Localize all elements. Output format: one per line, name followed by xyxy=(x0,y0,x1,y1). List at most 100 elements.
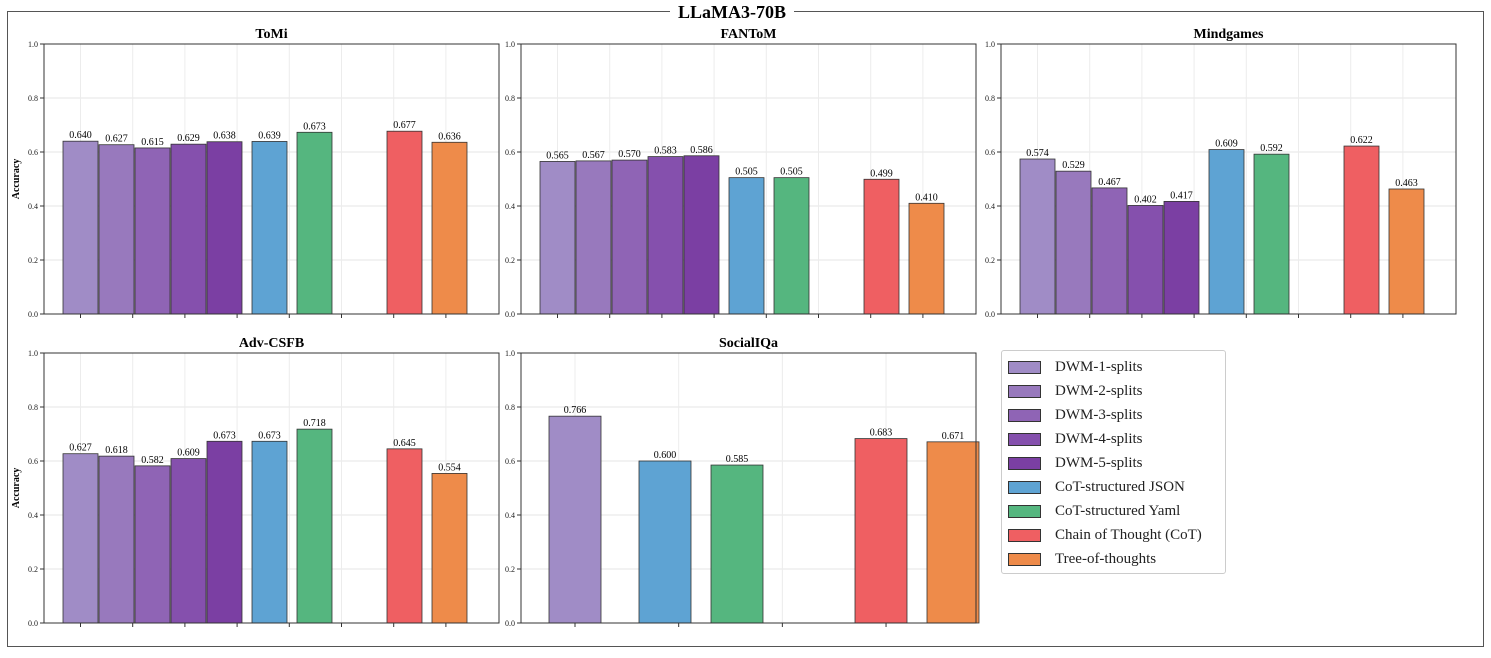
bar-dwm-5-splits xyxy=(683,155,720,315)
data-label: 0.585 xyxy=(726,454,749,465)
y-tick-label: 0.4 xyxy=(985,202,995,211)
legend-item: Chain of Thought (CoT) xyxy=(1008,525,1202,545)
y-tick-label: 0.8 xyxy=(505,403,515,412)
data-label: 0.586 xyxy=(690,145,713,156)
bar-chain-of-thought-cot- xyxy=(1343,145,1380,315)
data-label: 0.417 xyxy=(1170,190,1193,201)
bar-cot-structured-yaml xyxy=(773,177,810,315)
legend-swatch xyxy=(1008,384,1041,398)
y-tick-label: 0.4 xyxy=(28,202,38,211)
bar-dwm-5-splits xyxy=(1163,201,1200,315)
y-tick-label: 0.6 xyxy=(505,148,515,157)
data-label: 0.645 xyxy=(393,438,416,449)
bar-tree-of-thoughts xyxy=(431,473,468,624)
bar-dwm-3-splits xyxy=(1091,187,1128,315)
subplot-adv-csfb: 0.0 0.2 0.4 0.6 0.8 1.0 0.627 0.618 0.582 0.609 0.… xyxy=(11,336,500,628)
data-label: 0.677 xyxy=(393,120,416,131)
legend-label: Chain of Thought (CoT) xyxy=(1055,526,1202,543)
y-tick-label: 0.0 xyxy=(505,619,515,628)
bar-dwm-2-splits xyxy=(1055,170,1092,315)
bar-dwm-2-splits xyxy=(98,455,135,624)
legend-item: CoT-structured Yaml xyxy=(1008,501,1180,521)
subplot-title: Adv-CSFB xyxy=(239,336,304,351)
legend-label: DWM-1-splits xyxy=(1055,358,1143,375)
legend-item: DWM-3-splits xyxy=(1008,405,1143,425)
subplot-title: SocialIQa xyxy=(719,336,778,351)
data-label: 0.565 xyxy=(546,150,569,161)
bar-dwm-1-splits xyxy=(548,415,602,624)
bar-cot-structured-json xyxy=(251,440,288,624)
bar-dwm-5-splits xyxy=(206,141,243,315)
bar-cot-structured-json xyxy=(638,460,692,624)
bar-cot-structured-json xyxy=(251,141,288,315)
bar-dwm-3-splits xyxy=(611,159,648,315)
subplot-fantom: 0.0 0.2 0.4 0.6 0.8 1.0 0.565 0.567 0.570 0.583 0.… xyxy=(505,27,977,319)
legend-item: DWM-2-splits xyxy=(1008,381,1143,401)
data-label: 0.410 xyxy=(915,192,938,203)
bar-dwm-1-splits xyxy=(1019,158,1056,315)
y-axis-label: Accuracy xyxy=(11,468,22,509)
axes-frame xyxy=(520,43,977,315)
y-tick-label: 1.0 xyxy=(505,349,515,358)
legend-item: CoT-structured JSON xyxy=(1008,477,1185,497)
bar-cot-structured-yaml xyxy=(1253,153,1290,315)
legend-label: Tree-of-thoughts xyxy=(1055,550,1157,567)
data-label: 0.622 xyxy=(1350,135,1373,146)
data-label: 0.673 xyxy=(213,430,236,441)
y-axis-label: Accuracy xyxy=(11,159,22,200)
data-label: 0.636 xyxy=(438,131,461,142)
data-label: 0.529 xyxy=(1062,160,1085,171)
legend-item: DWM-5-splits xyxy=(1008,453,1143,473)
y-tick-label: 1.0 xyxy=(985,40,995,49)
data-label: 0.683 xyxy=(870,428,893,439)
legend-item: DWM-4-splits xyxy=(1008,429,1143,449)
y-tick-label: 0.0 xyxy=(505,310,515,319)
legend-swatch xyxy=(1008,360,1041,374)
legend-swatch xyxy=(1008,480,1041,494)
figure-title: LLaMA3-70B xyxy=(670,0,794,24)
data-label: 0.609 xyxy=(177,448,200,459)
y-tick-label: 0.2 xyxy=(28,256,38,265)
data-label: 0.582 xyxy=(141,455,164,466)
axes-frame xyxy=(43,43,500,315)
data-label: 0.627 xyxy=(69,443,92,454)
legend-label: DWM-3-splits xyxy=(1055,406,1143,423)
data-label: 0.673 xyxy=(303,121,326,132)
bar-dwm-2-splits xyxy=(98,144,135,315)
data-label: 0.718 xyxy=(303,418,326,429)
bar-cot-structured-json xyxy=(1208,149,1245,315)
subplot-mindgames: 0.0 0.2 0.4 0.6 0.8 1.0 0.574 0.529 0.467 0.402 0.… xyxy=(985,27,1457,319)
y-tick-label: 0.4 xyxy=(505,511,515,520)
legend-label: DWM-5-splits xyxy=(1055,454,1143,471)
bar-cot-structured-yaml xyxy=(710,464,764,624)
data-label: 0.615 xyxy=(141,137,164,148)
bar-dwm-4-splits xyxy=(170,458,207,624)
legend-item: Tree-of-thoughts xyxy=(1008,549,1156,569)
y-tick-label: 0.6 xyxy=(505,457,515,466)
subplot-title: Mindgames xyxy=(1194,27,1265,42)
y-tick-label: 0.8 xyxy=(505,94,515,103)
bar-dwm-4-splits xyxy=(647,156,684,315)
data-label: 0.629 xyxy=(177,133,200,144)
legend-label: DWM-2-splits xyxy=(1055,382,1143,399)
y-tick-label: 0.8 xyxy=(28,403,38,412)
y-tick-label: 0.4 xyxy=(28,511,38,520)
data-label: 0.673 xyxy=(258,430,281,441)
axes-frame xyxy=(43,352,500,624)
data-label: 0.640 xyxy=(69,130,92,141)
data-label: 0.570 xyxy=(618,149,641,160)
legend-label: CoT-structured JSON xyxy=(1055,478,1185,495)
y-tick-label: 0.0 xyxy=(985,310,995,319)
subplot-socialiqa: 0.0 0.2 0.4 0.6 0.8 1.0 0.766 0.600 0.585 0.683 0.… xyxy=(505,336,980,628)
bar-dwm-5-splits xyxy=(206,440,243,624)
data-label: 0.639 xyxy=(258,130,281,141)
legend-item: DWM-1-splits xyxy=(1008,357,1143,377)
y-tick-label: 0.0 xyxy=(28,619,38,628)
y-tick-label: 1.0 xyxy=(28,349,38,358)
subplot-tomi: 0.0 0.2 0.4 0.6 0.8 1.0 0.640 0.627 0.615 0.629 0.… xyxy=(11,27,500,319)
legend-swatch xyxy=(1008,504,1041,518)
y-tick-label: 0.6 xyxy=(28,457,38,466)
data-label: 0.638 xyxy=(213,131,236,142)
legend-label: CoT-structured Yaml xyxy=(1055,502,1181,519)
data-label: 0.574 xyxy=(1026,148,1049,159)
